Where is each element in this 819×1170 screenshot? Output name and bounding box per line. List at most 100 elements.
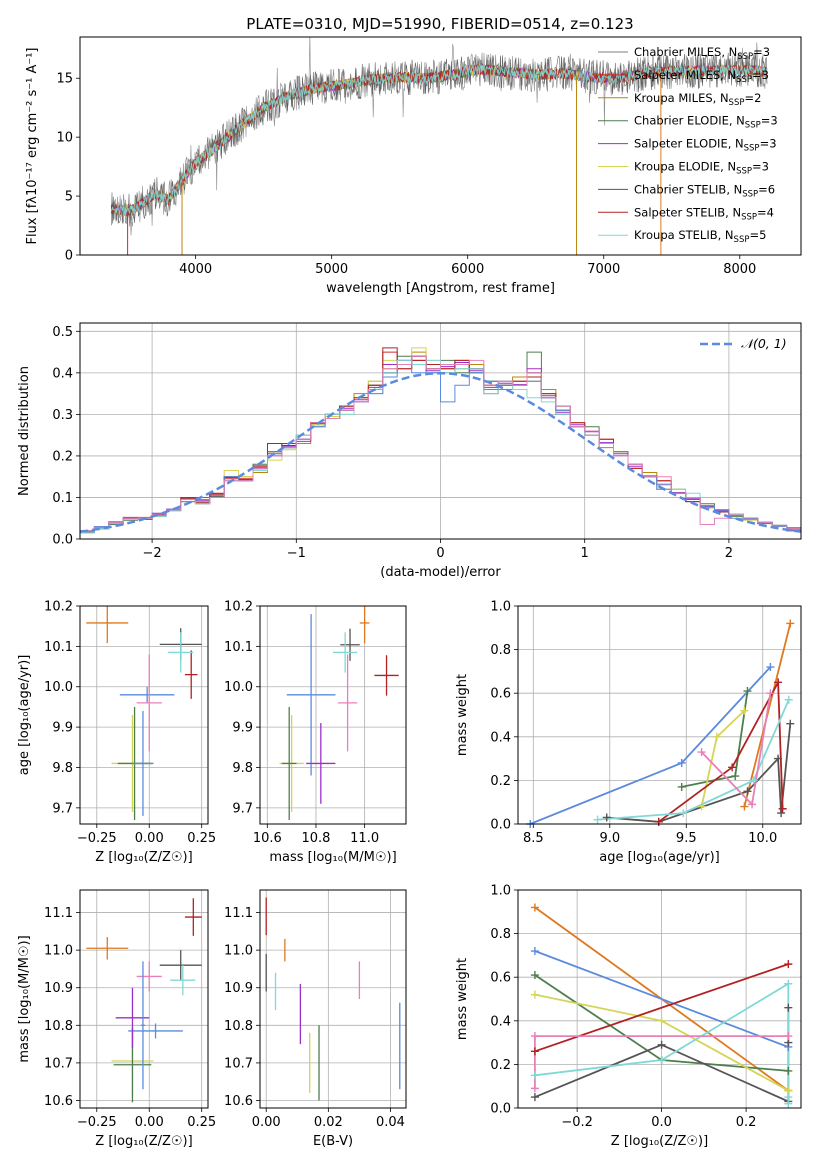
- weight-vs-z-point-marker: [784, 979, 793, 988]
- weight-vs-z-point-marker: [530, 990, 539, 999]
- legend-label-tail: =3: [761, 114, 778, 128]
- age-vs-mass-frame: [259, 605, 407, 825]
- spectrum-xtick-label: 4000: [179, 262, 212, 277]
- weight-vs-age-point-marker: [740, 802, 749, 811]
- mass-vs-ebv-plot-area: [265, 897, 401, 1101]
- mass-vs-z-ytick-label: 10.7: [44, 1056, 73, 1071]
- residual-legend-label: 𝒩(0, 1): [741, 336, 787, 351]
- weight-vs-age-series-line: [529, 666, 772, 824]
- weight-vs-z-point-marker: [784, 1003, 793, 1012]
- weight-vs-z-point-marker: [530, 947, 539, 956]
- residuals-ytick-label: 0.5: [52, 325, 73, 340]
- weight-vs-age-point-marker: [774, 754, 783, 763]
- mass-vs-z-ytick-label: 11.0: [44, 944, 73, 959]
- mass-vs-ebv-xtick-label: 0.02: [314, 1115, 343, 1130]
- residuals-xtick-label: 2: [725, 546, 733, 561]
- legend-label-tail: =5: [749, 228, 766, 242]
- weight-vs-age-point-marker: [748, 800, 757, 809]
- weight-vs-age-point-marker: [777, 809, 786, 818]
- legend-label-main: Chabrier STELIB, N: [634, 182, 742, 196]
- spectrum-xtick-label: 8000: [723, 262, 756, 277]
- weight-vs-z-panel: −0.2 0.0 0.2 0.0 0.2 0.4 0.6 0.8 1.0 Z [log₁₀(Z/Z…: [455, 884, 802, 1149]
- weight-vs-z-point-marker: [784, 1066, 793, 1075]
- age-vs-mass-ytick-label: 9.8: [232, 761, 253, 776]
- weight-vs-z-ylabel: mass weight: [455, 958, 470, 1040]
- legend-label-tail: =2: [744, 91, 761, 105]
- weight-vs-z-ytick-label: 0.2: [490, 1058, 511, 1073]
- mass-vs-ebv-xtick-label: 0.00: [252, 1115, 281, 1130]
- mass-vs-z-plot-area: [86, 898, 202, 1103]
- weight-vs-z-xlabel: Z [log₁₀(Z/Z☉)]: [611, 1134, 708, 1149]
- age-vs-mass-panel: 10.6 10.8 11.0 9.7 9.8 9.9 10.0 10.1 10.2 mass [l…: [224, 600, 407, 865]
- weight-vs-age-point-marker: [679, 809, 688, 818]
- legend-label-main: Kroupa STELIB, N: [634, 228, 734, 242]
- age-vs-mass-xlabel: mass [log₁₀(M/M☉)]: [269, 850, 396, 865]
- age-vs-z-ytick-label: 10.1: [44, 640, 73, 655]
- residuals-xlabel: (data-model)/error: [380, 565, 501, 580]
- age-vs-z-xtick-label: −0.25: [77, 831, 117, 846]
- spectrum-legend-label: Salpeter STELIB, NSSP=4: [634, 205, 774, 222]
- age-vs-z-xtick-label: 0.25: [187, 831, 216, 846]
- mass-vs-ebv-xlabel: E(B-V): [313, 1134, 353, 1149]
- mass-vs-ebv-ytick-label: 10.9: [224, 981, 253, 996]
- weight-vs-age-point-marker: [677, 782, 686, 791]
- weight-vs-z-xtick-label: 0.2: [736, 1115, 757, 1130]
- weight-vs-age-point-marker: [786, 719, 795, 728]
- weight-vs-z-series-line: [534, 950, 789, 1048]
- mass-vs-z-ytick-label: 10.8: [44, 1019, 73, 1034]
- age-vs-mass-ytick-label: 10.1: [224, 640, 253, 655]
- spectrum-series-line: [111, 52, 768, 227]
- legend-label-tail: =3: [752, 160, 769, 174]
- spectrum-ytick-label: 15: [56, 72, 73, 87]
- weight-vs-age-point-marker: [774, 678, 783, 687]
- age-vs-z-ylabel: age [log₁₀(age/yr)]: [17, 655, 32, 776]
- spectrum-xtick-label: 5000: [315, 262, 348, 277]
- spectrum-xtick-label: 7000: [587, 262, 620, 277]
- mass-vs-z-ylabel: mass [log₁₀(M/M☉)]: [17, 935, 32, 1062]
- weight-vs-z-ytick-label: 0.8: [490, 927, 511, 942]
- figure-title: PLATE=0310, MJD=51990, FIBERID=0514, z=0…: [246, 15, 633, 33]
- weight-vs-z-ytick-label: 0.0: [490, 1102, 511, 1117]
- residuals-panel: −2 −1 0 1 2 0.0 0.1 0.2 0.3 0.4 0.5 (data-model)/er…: [17, 322, 802, 580]
- weight-vs-age-ytick-label: 1.0: [490, 600, 511, 615]
- legend-label-main: Salpeter STELIB, N: [634, 205, 741, 219]
- legend-label-main: Kroupa ELODIE, N: [634, 160, 736, 174]
- legend-label-tail: =3: [753, 45, 770, 59]
- weight-vs-age-point-marker: [728, 763, 737, 772]
- spectrum-ytick-label: 10: [56, 131, 73, 146]
- residuals-xtick-label: −2: [143, 546, 162, 561]
- spectrum-series-line: [111, 64, 768, 217]
- spectrum-legend-label: Salpeter MILES, NSSP=3: [634, 68, 769, 85]
- spectrum-legend-label: Chabrier STELIB, NSSP=6: [634, 182, 775, 199]
- weight-vs-age-point-marker: [743, 687, 752, 696]
- legend-label-main: Kroupa MILES, N: [634, 91, 729, 105]
- weight-vs-age-point-marker: [593, 815, 602, 824]
- age-vs-z-frame: [79, 605, 209, 825]
- spectrum-legend-label: Chabrier MILES, NSSP=3: [634, 45, 770, 62]
- spectrum-ytick-label: 0: [65, 249, 73, 264]
- weight-vs-z-point-marker: [530, 903, 539, 912]
- spectrum-legend-label: Salpeter ELODIE, NSSP=3: [634, 137, 777, 154]
- weight-vs-age-series-line: [700, 693, 772, 807]
- age-vs-z-plot-area: [86, 606, 202, 820]
- weight-vs-z-xtick-label: 0.0: [651, 1115, 672, 1130]
- legend-label-sub: SSP: [729, 98, 745, 108]
- weight-vs-age-point-marker: [740, 706, 749, 715]
- weight-vs-z-ytick-label: 0.4: [490, 1014, 511, 1029]
- legend-label-sub: SSP: [741, 212, 757, 222]
- mass-vs-ebv-ytick-label: 10.6: [224, 1094, 253, 1109]
- age-vs-z-panel: −0.25 0.00 0.25 9.7 9.8 9.9 10.0 10.1 10.2 Z [log…: [17, 600, 216, 866]
- weight-vs-age-xtick-label: 9.0: [599, 831, 620, 846]
- residual-histogram: [80, 355, 801, 539]
- legend-label-sub: SSP: [736, 75, 752, 85]
- mass-vs-z-frame: [79, 889, 209, 1109]
- mass-vs-z-xtick-label: 0.25: [187, 1115, 216, 1130]
- weight-vs-age-ytick-label: 0.2: [490, 774, 511, 789]
- mass-vs-z-ytick-label: 11.1: [44, 906, 73, 921]
- mass-vs-z-xtick-label: 0.00: [135, 1115, 164, 1130]
- weight-vs-z-ytick-label: 1.0: [490, 884, 511, 899]
- weight-vs-z-point-marker: [530, 1093, 539, 1102]
- weight-vs-age-point-marker: [712, 732, 721, 741]
- legend-label-tail: =6: [758, 182, 775, 196]
- legend-label-tail: =3: [752, 68, 769, 82]
